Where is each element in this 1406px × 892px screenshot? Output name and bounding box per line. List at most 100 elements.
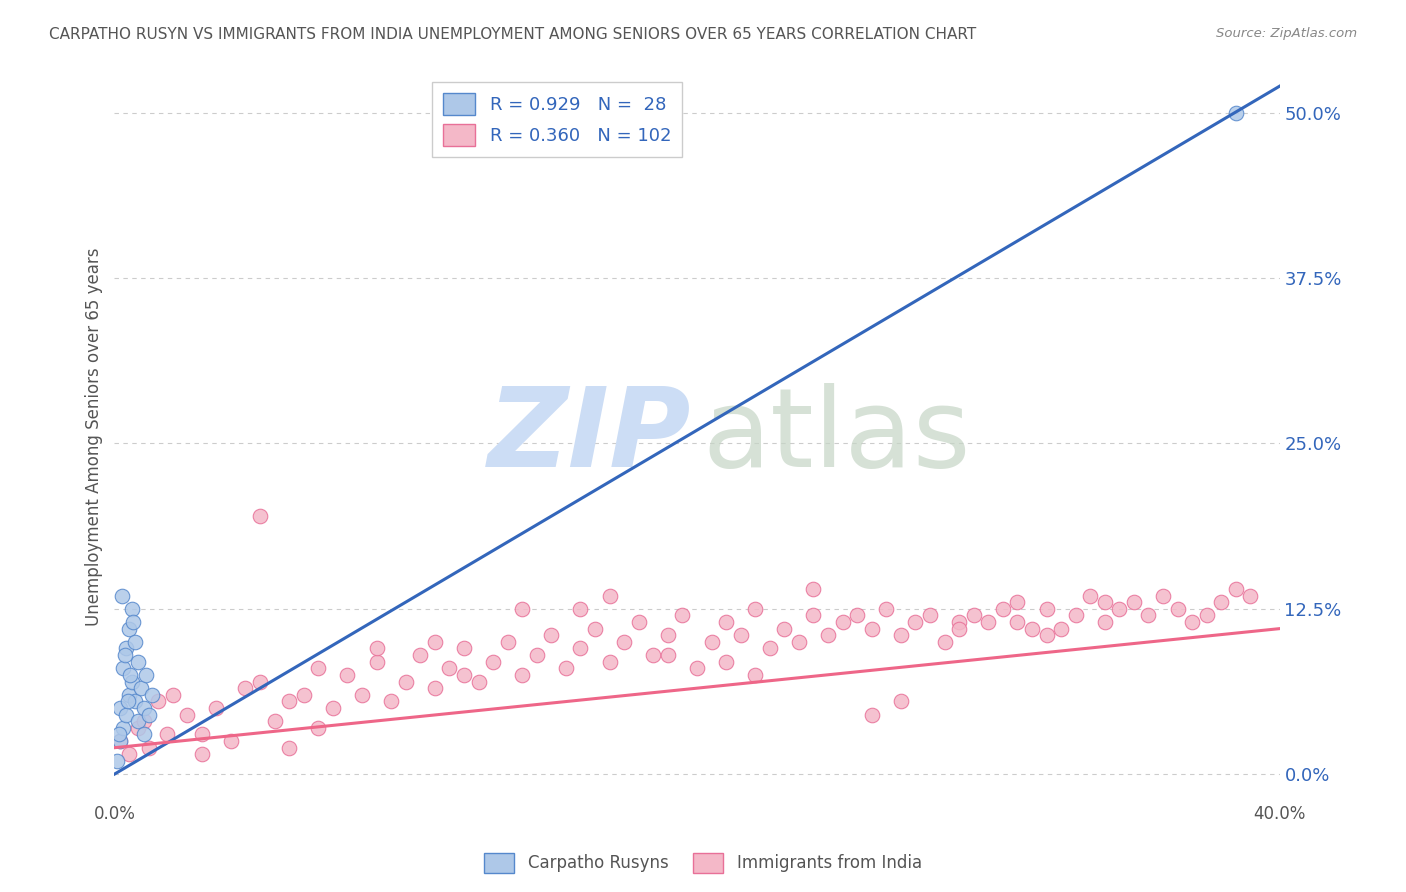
Point (105, 754, 128, 768)
Text: CARPATHO RUSYN VS IMMIGRANTS FROM INDIA UNEMPLOYMENT AMONG SENIORS OVER 65 YEARS: CARPATHO RUSYN VS IMMIGRANTS FROM INDIA … (49, 27, 976, 42)
Point (599, 589, 621, 603)
Point (278, 694, 301, 708)
Point (1078, 589, 1101, 603)
Point (1064, 608, 1087, 623)
Point (114, 648, 136, 662)
Point (115, 707, 138, 722)
Point (1225, 105, 1247, 120)
Point (540, 628, 562, 642)
Point (1035, 628, 1057, 642)
Point (569, 641, 592, 656)
Point (439, 661, 461, 675)
Point (599, 655, 621, 669)
Point (860, 707, 883, 722)
Point (205, 701, 228, 715)
Point (569, 601, 592, 615)
Y-axis label: Unemployment Among Seniors over 65 years: Unemployment Among Seniors over 65 years (86, 248, 103, 626)
Point (146, 694, 169, 708)
Point (496, 635, 519, 649)
Point (991, 601, 1014, 615)
Point (554, 661, 576, 675)
Point (730, 628, 752, 642)
Point (714, 615, 737, 629)
Point (135, 668, 157, 682)
Point (117, 694, 139, 708)
Point (510, 601, 533, 615)
Point (278, 740, 301, 755)
Point (1021, 622, 1043, 636)
Point (118, 747, 141, 762)
Point (112, 661, 135, 675)
Point (744, 601, 766, 615)
Point (977, 615, 1000, 629)
Point (124, 694, 146, 708)
Point (817, 628, 839, 642)
Point (380, 694, 402, 708)
Point (918, 608, 941, 623)
Point (627, 615, 650, 629)
Point (948, 622, 970, 636)
Point (1050, 622, 1073, 636)
Point (934, 635, 956, 649)
Text: Source: ZipAtlas.com: Source: ZipAtlas.com (1216, 27, 1357, 40)
Point (115, 641, 138, 656)
Point (482, 655, 505, 669)
Point (1108, 601, 1130, 615)
Point (118, 622, 141, 636)
Point (110, 734, 132, 748)
Point (191, 727, 214, 741)
Point (1122, 595, 1144, 609)
Legend: Carpatho Rusyns, Immigrants from India: Carpatho Rusyns, Immigrants from India (478, 847, 928, 880)
Point (1137, 608, 1160, 623)
Point (831, 615, 853, 629)
Point (107, 727, 129, 741)
Point (121, 601, 143, 615)
Point (162, 688, 184, 702)
Point (890, 694, 912, 708)
Legend: R = 0.929   N =  28, R = 0.360   N = 102: R = 0.929 N = 28, R = 0.360 N = 102 (432, 82, 682, 157)
Point (138, 707, 160, 722)
Point (409, 648, 432, 662)
Point (127, 655, 149, 669)
Point (336, 668, 359, 682)
Point (366, 655, 388, 669)
Point (787, 635, 810, 649)
Point (132, 701, 155, 715)
Point (292, 688, 315, 702)
Point (118, 688, 141, 702)
Point (176, 707, 198, 722)
Point (1152, 589, 1174, 603)
Point (700, 635, 723, 649)
Point (307, 661, 329, 675)
Point (1094, 595, 1116, 609)
Text: ZIP: ZIP (488, 384, 692, 491)
Point (686, 661, 709, 675)
Point (191, 747, 214, 762)
Text: atlas: atlas (703, 384, 972, 491)
Point (803, 608, 825, 623)
Point (1195, 608, 1218, 623)
Point (1167, 601, 1189, 615)
Point (322, 701, 344, 715)
Point (714, 655, 737, 669)
Point (671, 608, 693, 623)
Point (904, 615, 927, 629)
Point (366, 641, 388, 656)
Point (307, 721, 329, 735)
Point (249, 674, 271, 689)
Point (1239, 589, 1261, 603)
Point (235, 681, 257, 695)
Point (395, 674, 418, 689)
Point (141, 688, 163, 702)
Point (613, 635, 636, 649)
Point (453, 668, 475, 682)
Point (1007, 615, 1029, 629)
Point (127, 721, 149, 735)
Point (110, 701, 132, 715)
Point (948, 615, 970, 629)
Point (423, 681, 446, 695)
Point (657, 628, 679, 642)
Point (129, 681, 152, 695)
Point (132, 727, 155, 741)
Point (846, 608, 869, 623)
